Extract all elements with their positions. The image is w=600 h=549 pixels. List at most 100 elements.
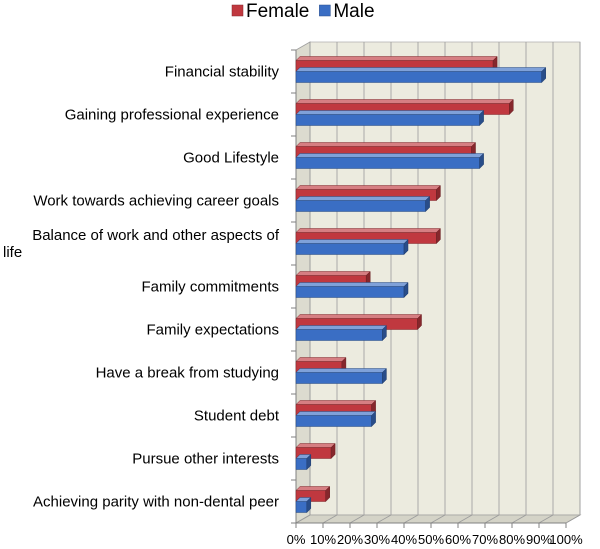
category-label: Family commitments (141, 279, 279, 296)
category-label: Achieving parity with non-dental peer (33, 494, 279, 511)
bar-top (295, 357, 347, 362)
bar-top (295, 110, 485, 115)
category-label: Work towards achieving career goals (33, 193, 279, 210)
bar-female (295, 184, 442, 202)
bar-side (371, 410, 376, 428)
floor-gridline (403, 514, 419, 524)
x-tick-label: 50% (418, 532, 444, 547)
floor-gridline (511, 514, 527, 524)
floor-gridline (376, 514, 392, 524)
bar-male (295, 367, 388, 385)
x-tick-label: 60% (445, 532, 471, 547)
bar-top (295, 325, 388, 330)
bar-male (295, 109, 485, 127)
bar-side (541, 66, 546, 84)
category-label: Good Lifestyle (183, 150, 279, 167)
floor-gridline (349, 514, 365, 524)
bar-female (295, 98, 514, 116)
category-label: Financial stability (165, 64, 280, 81)
bar-female (295, 485, 331, 503)
floor-gridline (565, 514, 581, 524)
bar-female (295, 442, 336, 460)
bar-top (295, 185, 442, 190)
x-tick-label: 90% (526, 532, 552, 547)
category-label: Have a break from studying (96, 365, 279, 382)
bar-top (295, 67, 547, 72)
bar-top (295, 443, 336, 448)
x-tick-label: 40% (391, 532, 417, 547)
bar-top (295, 368, 388, 373)
x-tick-label: 30% (364, 532, 390, 547)
category-label-cont: life (3, 244, 22, 261)
bar-front (295, 71, 542, 83)
bar-front (295, 372, 383, 384)
bar-male (295, 281, 409, 299)
bar-side (403, 281, 409, 299)
bar-male (295, 152, 485, 170)
bar-side (417, 313, 422, 331)
bar-side (330, 442, 336, 460)
legend-swatch (319, 4, 331, 17)
category-label: Family expectations (146, 322, 279, 339)
bar-front (295, 329, 383, 341)
bar-front (295, 286, 405, 298)
bar-front (295, 200, 426, 212)
bar-male (295, 238, 409, 256)
bar-side (306, 496, 312, 514)
bar-side (479, 152, 484, 170)
floor-gridline (322, 514, 338, 524)
bar-male (295, 496, 312, 514)
bar-front (295, 415, 372, 427)
bar-top (295, 153, 485, 158)
bar-side (382, 324, 387, 342)
bar-male (295, 453, 312, 471)
category-label: Balance of work and other aspects of (32, 227, 280, 244)
bar-side (436, 227, 441, 245)
bar-side (436, 184, 441, 202)
bar-top (295, 196, 431, 201)
legend-label: Female (246, 1, 309, 22)
x-tick-label: 100% (549, 532, 583, 547)
bar-top (295, 99, 514, 104)
category-labels: Financial stability Gaining professional … (3, 64, 280, 511)
bar-male (295, 324, 388, 342)
x-tick-label: 10% (310, 532, 336, 547)
floor-gridline (295, 514, 311, 524)
bar-top (295, 228, 442, 233)
bar-side (479, 109, 484, 127)
bar-front (295, 458, 308, 470)
x-tick-label: 0% (287, 532, 306, 547)
bar-top (295, 142, 477, 147)
bar-side (425, 195, 430, 213)
x-tick-label: 80% (499, 532, 525, 547)
floor-gridline (430, 514, 446, 524)
bar-side (325, 485, 330, 503)
x-tick-labels: 0% 10% 20% 30% 40% 50% 60% 70% 80% 90%100% (287, 532, 583, 547)
bar-side (509, 98, 514, 116)
floor-gridline (538, 514, 554, 524)
bar-top (295, 400, 377, 405)
bar-male (295, 195, 431, 213)
category-label: Gaining professional experience (65, 107, 279, 124)
bars (295, 55, 547, 514)
bar-top (295, 314, 423, 319)
legend-label: Male (333, 1, 374, 22)
bar-female (295, 141, 477, 159)
bar-top (295, 486, 331, 491)
category-label: Pursue other interests (132, 451, 279, 468)
legend-swatch (231, 4, 244, 17)
bar-side (306, 453, 312, 471)
bar-female (295, 227, 442, 245)
bar-top (295, 271, 371, 276)
bar-front (295, 157, 480, 169)
bar-front (295, 114, 480, 126)
bar-front (295, 243, 405, 255)
x-tick-label: 20% (337, 532, 363, 547)
bar-male (295, 410, 377, 428)
bar-top (295, 411, 377, 416)
bar-male (295, 66, 547, 84)
legend: Female Male (231, 1, 375, 22)
bar-top (295, 56, 498, 61)
bar-female (295, 55, 498, 73)
